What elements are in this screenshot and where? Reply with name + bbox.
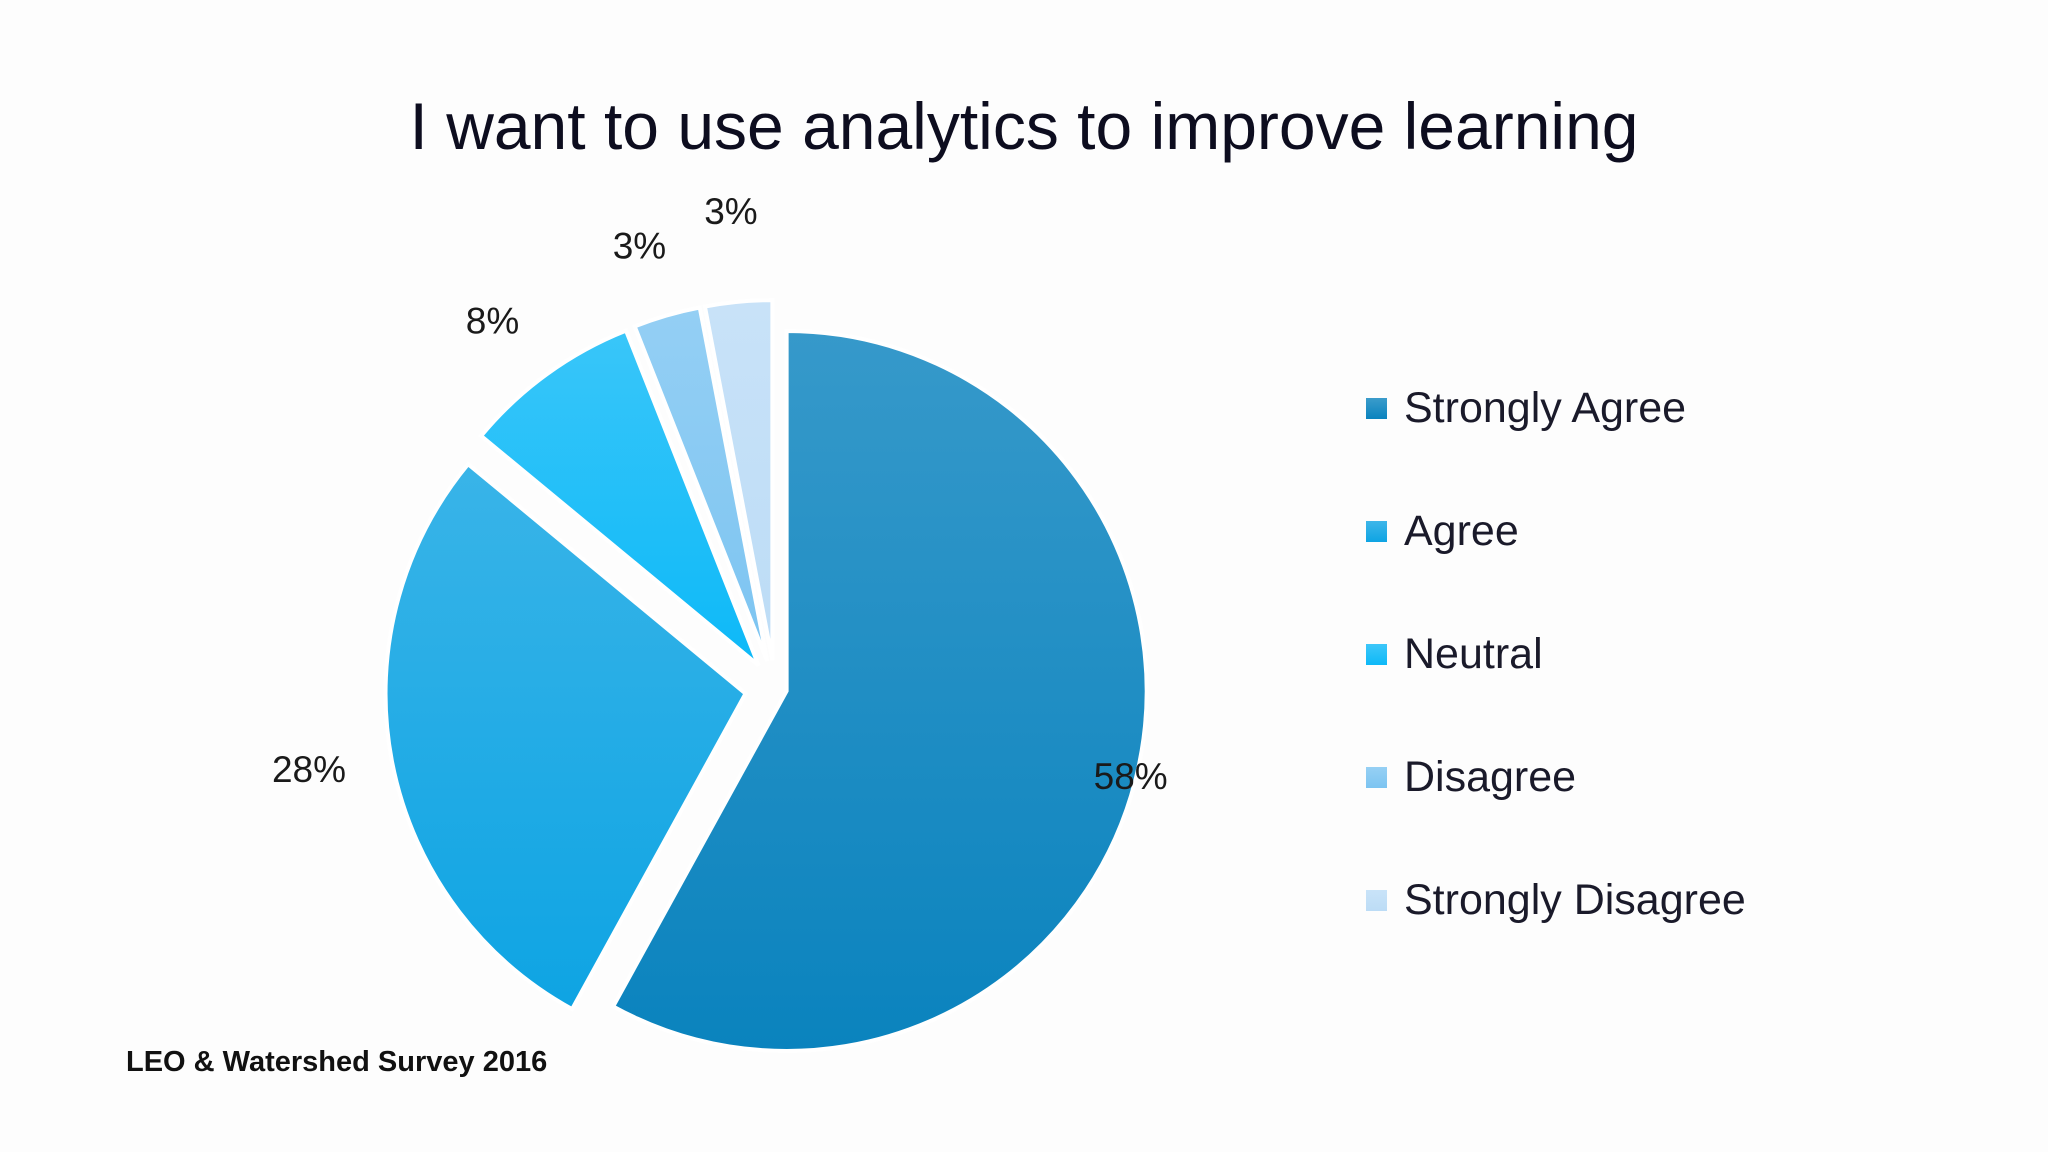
legend-swatch — [1366, 767, 1387, 788]
data-label: 58% — [1094, 756, 1168, 797]
legend-label: Disagree — [1404, 753, 1577, 801]
legend-swatch — [1366, 644, 1387, 665]
legend-label: Strongly Disagree — [1404, 876, 1746, 924]
pie-slice-agree — [383, 461, 749, 1012]
pie-slice-neutral — [478, 328, 761, 667]
legend-swatch — [1366, 398, 1387, 419]
source-note: LEO & Watershed Survey 2016 — [126, 1046, 548, 1078]
data-label: 28% — [272, 749, 346, 790]
legend-label: Strongly Agree — [1404, 384, 1687, 432]
pie-slice-strongly-agree — [610, 328, 1149, 1053]
data-label: 3% — [704, 191, 757, 232]
legend-swatch — [1366, 521, 1387, 542]
pie-slice-strongly-disagree — [702, 298, 775, 661]
pie-slice-disagree — [632, 305, 770, 662]
data-label: 3% — [613, 226, 666, 267]
legend-label: Neutral — [1404, 630, 1543, 678]
legend-label: Agree — [1404, 507, 1519, 555]
legend-swatch — [1366, 890, 1387, 911]
chart-title: I want to use analytics to improve learn… — [409, 89, 1639, 163]
data-label: 8% — [466, 301, 519, 342]
